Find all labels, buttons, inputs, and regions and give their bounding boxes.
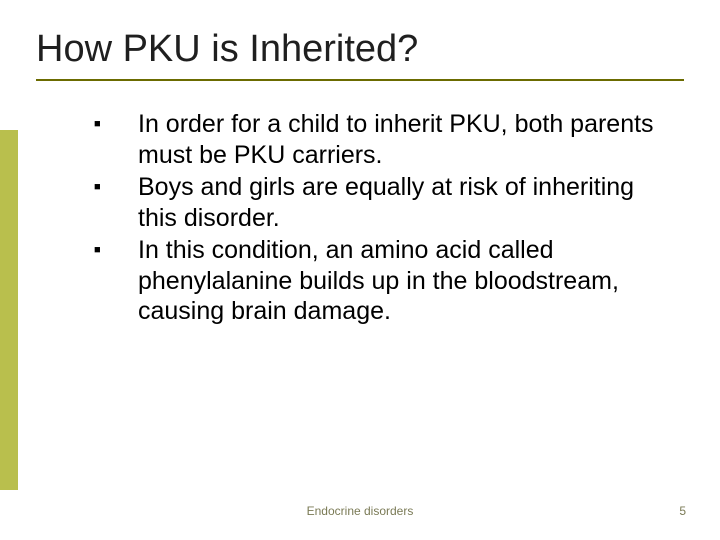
- bullet-text: Boys and girls are equally at risk of in…: [138, 172, 660, 233]
- list-item: ■ In this condition, an amino acid calle…: [94, 235, 660, 327]
- bullet-list: ■ In order for a child to inherit PKU, b…: [36, 109, 684, 327]
- accent-bar: [0, 130, 18, 490]
- bullet-icon: ■: [94, 235, 138, 256]
- slide: How PKU is Inherited? ■ In order for a c…: [0, 0, 720, 540]
- footer-text: Endocrine disorders: [0, 504, 720, 518]
- slide-title: How PKU is Inherited?: [36, 28, 684, 71]
- list-item: ■ Boys and girls are equally at risk of …: [94, 172, 660, 233]
- bullet-text: In this condition, an amino acid called …: [138, 235, 660, 327]
- list-item: ■ In order for a child to inherit PKU, b…: [94, 109, 660, 170]
- title-underline: How PKU is Inherited?: [36, 28, 684, 81]
- page-number: 5: [679, 504, 686, 518]
- bullet-icon: ■: [94, 109, 138, 130]
- bullet-text: In order for a child to inherit PKU, bot…: [138, 109, 660, 170]
- bullet-icon: ■: [94, 172, 138, 193]
